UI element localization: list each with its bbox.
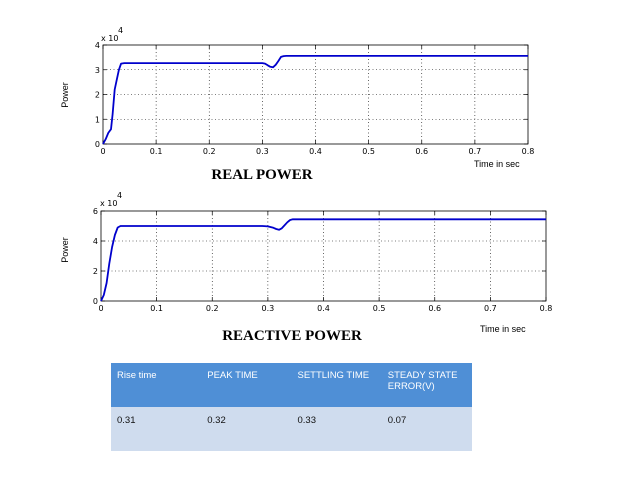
header-peak-time: PEAK TIME — [201, 363, 292, 407]
y-axis-label: Power — [60, 237, 70, 263]
chart-title: REACTIVE POWER — [222, 328, 362, 344]
x-tick-label: 0 — [100, 147, 105, 156]
header-rise-time: Rise time — [111, 363, 202, 407]
x-tick-label: 0.8 — [540, 304, 553, 313]
x-axis-label: Time in sec — [480, 324, 526, 334]
y-tick-label: 2 — [93, 267, 98, 276]
chart-title: REAL POWER — [211, 167, 312, 183]
x-tick-label: 0.2 — [203, 147, 216, 156]
results-header-row: Rise time PEAK TIME SETTLING TIME STEADY… — [111, 363, 472, 407]
x-tick-label: 0.4 — [309, 147, 322, 156]
y-tick-label: 6 — [93, 207, 98, 216]
y-exponent-label: x 10 — [100, 199, 117, 208]
header-steady-state-error: STEADY STATE ERROR(V) — [381, 363, 472, 407]
y-tick-label: 1 — [95, 115, 100, 124]
plot-frame — [100, 210, 547, 302]
chart-1: 0 0.1 0.2 0.3 0.4 0.5 0.6 0.7 0.8 0 1 2 3 4x 104 Power… — [60, 26, 534, 183]
x-tick-label: 0.1 — [150, 304, 163, 313]
x-tick-label: 0.3 — [262, 304, 275, 313]
y-tick-label: 4 — [95, 41, 100, 50]
x-tick-label: 0.6 — [415, 147, 428, 156]
y-exponent-power: 4 — [117, 191, 122, 200]
x-tick-label: 0 — [98, 304, 103, 313]
x-tick-label: 0.3 — [256, 147, 269, 156]
y-exponent-label: x 10 — [101, 34, 118, 43]
value-settling-time: 0.33 — [291, 407, 382, 451]
x-tick-label: 0.4 — [317, 304, 330, 313]
value-steady-state-error: 0.07 — [381, 407, 472, 451]
y-exponent-power: 4 — [118, 26, 123, 35]
x-tick-label: 0.5 — [362, 147, 375, 156]
x-tick-label: 0.7 — [484, 304, 497, 313]
y-tick-label: 2 — [95, 91, 100, 100]
x-axis-label: Time in sec — [474, 159, 520, 169]
x-tick-label: 0.2 — [206, 304, 219, 313]
x-tick-label: 0.5 — [373, 304, 386, 313]
y-tick-label: 0 — [95, 140, 100, 149]
y-tick-label: 3 — [95, 66, 100, 75]
x-tick-label: 0.6 — [428, 304, 441, 313]
x-tick-label: 0.8 — [522, 147, 535, 156]
y-axis-label: Power — [60, 82, 70, 108]
series-line-1 — [102, 55, 528, 145]
results-value-row: 0.31 0.32 0.33 0.07 — [111, 407, 472, 451]
header-settling-time: SETTLING TIME — [291, 363, 382, 407]
x-tick-label: 0.1 — [150, 147, 163, 156]
value-peak-time: 0.32 — [201, 407, 292, 451]
y-tick-label: 0 — [93, 297, 98, 306]
y-tick-label: 4 — [93, 237, 98, 246]
series-line-1 — [100, 218, 546, 302]
x-tick-label: 0.7 — [469, 147, 482, 156]
results-table: Rise time PEAK TIME SETTLING TIME STEADY… — [111, 363, 472, 451]
value-rise-time: 0.31 — [111, 407, 202, 451]
